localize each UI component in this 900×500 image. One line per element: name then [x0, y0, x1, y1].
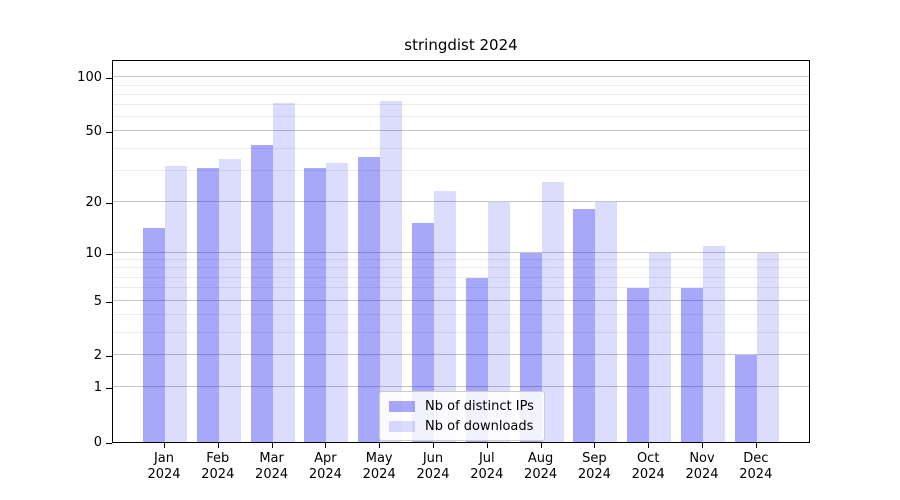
minor-gridline-8	[113, 267, 809, 269]
bar-distinct-ips-oct	[627, 288, 650, 442]
x-tick-jun	[433, 443, 434, 448]
bar-downloads-may	[380, 100, 403, 442]
x-tick-label-nov: Nov 2024	[685, 451, 719, 482]
y-tick-5	[106, 301, 112, 303]
x-tick-label-jul: Jul 2024	[470, 451, 504, 482]
minor-gridline-6	[113, 287, 809, 289]
bar-distinct-ips-jun	[412, 223, 434, 442]
bar-distinct-ips-jan	[143, 228, 165, 442]
bar-distinct-ips-apr	[304, 168, 327, 442]
bar-downloads-jan	[165, 165, 187, 442]
y-tick-2	[106, 356, 112, 358]
x-tick-sep	[594, 443, 596, 448]
x-tick-dec	[755, 443, 757, 448]
bar-downloads-jun	[434, 190, 456, 442]
legend-item-downloads: Nb of downloads	[389, 417, 534, 435]
y-tick-1	[106, 388, 112, 390]
major-gridline-100	[113, 76, 809, 78]
x-tick-label-feb: Feb 2024	[201, 451, 235, 482]
y-tick-label-100: 100	[77, 70, 102, 86]
major-gridline-5	[113, 299, 809, 301]
x-tick-label-jun: Jun 2024	[416, 451, 450, 482]
bar-downloads-apr	[326, 163, 349, 442]
minor-gridline-80	[113, 93, 809, 95]
major-gridline-20	[113, 200, 809, 202]
legend-swatch-distinct-ips-icon	[389, 400, 415, 412]
major-gridline-10	[113, 251, 809, 253]
y-tick-label-5: 5	[93, 293, 102, 309]
x-tick-label-mar: Mar 2024	[255, 451, 289, 482]
legend-swatch-downloads-icon	[389, 420, 415, 432]
x-tick-label-jan: Jan 2024	[147, 451, 181, 482]
bar-distinct-ips-may	[358, 156, 381, 442]
major-gridline-2	[113, 354, 809, 356]
x-tick-jan	[164, 443, 165, 448]
plot-area	[112, 60, 810, 443]
bar-distinct-ips-feb	[196, 168, 219, 442]
bar-downloads-jul	[487, 201, 510, 442]
minor-gridline-60	[113, 116, 809, 118]
x-tick-feb	[217, 443, 219, 448]
bar-downloads-dec	[756, 252, 779, 442]
y-tick-0	[106, 443, 112, 444]
legend: Nb of distinct IPs Nb of downloads	[379, 391, 545, 441]
y-tick-label-0: 0	[93, 435, 102, 450]
y-tick-label-50: 50	[85, 124, 102, 140]
x-tick-label-apr: Apr 2024	[308, 451, 342, 482]
x-tick-oct	[648, 443, 650, 448]
legend-label-distinct-ips: Nb of distinct IPs	[425, 398, 534, 414]
major-gridline-50	[113, 130, 809, 132]
minor-gridline-30	[113, 169, 809, 171]
x-tick-label-oct: Oct 2024	[631, 451, 665, 482]
y-tick-10	[106, 253, 112, 255]
bar-downloads-sep	[595, 201, 618, 442]
bar-distinct-ips-dec	[734, 355, 757, 442]
bar-downloads-aug	[541, 181, 564, 442]
y-tick-label-10: 10	[85, 245, 102, 261]
y-tick-20	[106, 202, 112, 204]
minor-gridline-7	[113, 276, 809, 278]
minor-gridline-90	[113, 84, 809, 86]
bar-downloads-mar	[272, 103, 295, 442]
x-tick-label-may: May 2024	[362, 451, 396, 482]
bar-distinct-ips-sep	[573, 209, 596, 442]
y-tick-label-1: 1	[93, 380, 102, 396]
y-tick-label-2: 2	[93, 348, 102, 364]
legend-label-downloads: Nb of downloads	[425, 418, 534, 434]
y-tick-50	[106, 132, 112, 134]
chart-title: stringdist 2024	[404, 36, 518, 54]
bar-downloads-nov	[703, 245, 725, 442]
bar-downloads-feb	[218, 158, 241, 442]
x-tick-nov	[702, 443, 703, 448]
x-tick-mar	[271, 443, 273, 448]
x-tick-jul	[486, 443, 488, 448]
x-tick-label-dec: Dec 2024	[739, 451, 773, 482]
y-tick-label-20: 20	[85, 194, 102, 210]
minor-gridline-9	[113, 259, 809, 261]
legend-item-distinct-ips: Nb of distinct IPs	[389, 397, 534, 415]
bar-downloads-oct	[649, 252, 672, 442]
minor-gridline-40	[113, 147, 809, 149]
minor-gridline-4	[113, 313, 809, 315]
minor-gridline-70	[113, 104, 809, 106]
bar-distinct-ips-nov	[681, 288, 703, 442]
major-gridline-1	[113, 386, 809, 388]
x-tick-apr	[325, 443, 327, 448]
y-tick-100	[106, 78, 112, 80]
x-tick-aug	[540, 443, 542, 448]
x-tick-label-sep: Sep 2024	[577, 451, 611, 482]
x-tick-may	[379, 443, 381, 448]
minor-gridline-3	[113, 331, 809, 333]
bar-distinct-ips-mar	[250, 144, 273, 442]
x-tick-label-aug: Aug 2024	[524, 451, 558, 482]
